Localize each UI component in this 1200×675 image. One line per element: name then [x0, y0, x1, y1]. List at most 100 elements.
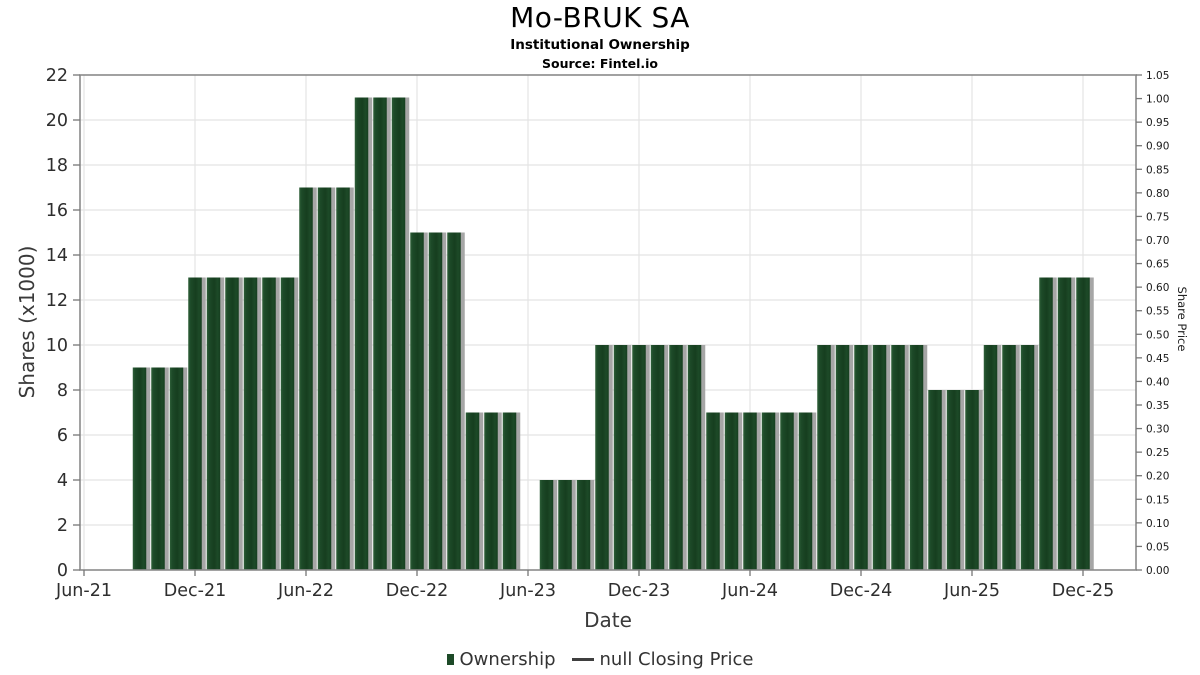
ownership-bar-Feb-22	[225, 277, 239, 570]
right-tick-label: 0.50	[1146, 329, 1169, 341]
ownership-bar-Feb-24	[669, 345, 683, 570]
chart-legend: Ownership null Closing Price	[0, 644, 1200, 674]
ownership-bar-Jun-25	[965, 390, 979, 570]
legend-closing-price-label: null Closing Price	[599, 648, 754, 670]
ownership-bars	[132, 97, 1094, 570]
right-axis-title: Share Price	[1175, 286, 1189, 352]
right-tick-label: 0.05	[1146, 541, 1169, 553]
ownership-bar-Nov-22	[391, 97, 406, 570]
ownership-bar-Oct-24	[817, 345, 831, 570]
ownership-bar-Sep-25	[1020, 345, 1035, 570]
ownership-bar-Nov-23	[613, 345, 628, 570]
ownership-bar-Dec-25	[1076, 277, 1090, 570]
ownership-bar-May-22	[280, 277, 295, 570]
legend-item-closing-price[interactable]: null Closing Price	[556, 648, 754, 670]
left-tick-label: 6	[57, 426, 68, 446]
ownership-bar-Dec-22	[410, 232, 424, 570]
right-tick-label: 0.75	[1146, 211, 1169, 223]
ownership-bar-Aug-25	[1002, 345, 1016, 570]
ownership-bar-Jul-24	[761, 412, 776, 570]
right-tick-label: 0.60	[1146, 282, 1169, 294]
x-tick-label-Dec-24: Dec-24	[830, 581, 892, 601]
ownership-bar-Sep-21	[132, 367, 147, 570]
ownership-bar-Oct-25	[1039, 277, 1053, 570]
ownership-bar-Apr-24	[706, 412, 720, 570]
ownership-bar-Nov-21	[169, 367, 184, 570]
right-tick-label: 0.20	[1146, 471, 1169, 483]
right-tick-label: 0.40	[1146, 376, 1169, 388]
left-tick-label: 4	[57, 471, 68, 491]
ownership-bar-Aug-24	[780, 412, 794, 570]
legend-item-ownership[interactable]: Ownership	[446, 648, 556, 670]
ownership-bar-May-24	[724, 412, 739, 570]
right-tick-label: 0.85	[1146, 164, 1169, 176]
x-tick-label-Dec-22: Dec-22	[386, 581, 448, 601]
right-tick-label: 0.35	[1146, 400, 1169, 412]
ownership-bar-Mar-23	[465, 412, 480, 570]
right-tick-label: 0.30	[1146, 424, 1169, 436]
plot-border	[79, 74, 1137, 571]
ownership-bar-swatch-icon	[446, 653, 454, 665]
left-tick-label: 22	[46, 66, 68, 86]
ownership-bar-Feb-23	[447, 232, 461, 570]
right-tick-label: 0.80	[1146, 188, 1169, 200]
ownership-bar-May-23	[502, 412, 517, 570]
ownership-bar-May-25	[946, 390, 961, 570]
x-tick-label-Jun-25: Jun-25	[943, 581, 1000, 601]
ownership-bar-Jan-22	[206, 277, 221, 570]
ownership-bar-Aug-23	[558, 480, 572, 570]
ownership-bar-Jul-22	[317, 187, 332, 570]
ownership-bar-Jun-22	[299, 187, 313, 570]
closing-price-line-swatch-icon	[571, 657, 594, 661]
left-tick-label: 16	[46, 201, 68, 221]
x-axis-title: Date	[584, 608, 632, 632]
x-tick-label-Dec-21: Dec-21	[164, 581, 226, 601]
ownership-bar-Apr-22	[262, 277, 276, 570]
left-axis-title: Shares (x1000)	[15, 245, 39, 399]
ownership-bar-Oct-22	[373, 97, 387, 570]
left-tick-label: 10	[46, 336, 68, 356]
chart-header: Mo-BRUK SA Institutional Ownership Sourc…	[0, 1, 1200, 71]
right-tick-label: 0.90	[1146, 141, 1169, 153]
legend-ownership-label: Ownership	[459, 648, 556, 670]
ownership-bar-Apr-23	[484, 412, 498, 570]
ownership-bar-Mar-24	[687, 345, 702, 570]
ownership-bar-Jan-23	[428, 232, 443, 570]
ownership-bar-Dec-24	[854, 345, 868, 570]
left-tick-label: 14	[46, 246, 68, 266]
right-tick-label: 0.55	[1146, 306, 1169, 318]
ownership-bar-Aug-22	[336, 187, 350, 570]
right-tick-label: 0.15	[1146, 494, 1169, 506]
ownership-bar-Jul-23	[539, 480, 554, 570]
ownership-bar-Sep-23	[576, 480, 591, 570]
ownership-bar-Oct-23	[595, 345, 609, 570]
chart-title: Mo-BRUK SA	[510, 1, 690, 34]
left-tick-label: 8	[57, 381, 68, 401]
right-tick-label: 0.00	[1146, 565, 1169, 577]
ownership-bar-Jan-24	[650, 345, 665, 570]
x-tick-label-Jun-23: Jun-23	[499, 581, 556, 601]
left-tick-label: 0	[57, 561, 68, 581]
right-tick-label: 0.70	[1146, 235, 1169, 247]
x-tick-label-Dec-23: Dec-23	[608, 581, 670, 601]
ownership-bar-Sep-24	[798, 412, 813, 570]
chart-source: Source: Fintel.io	[542, 55, 658, 71]
x-tick-label-Dec-25: Dec-25	[1052, 581, 1114, 601]
ownership-bar-Mar-25	[909, 345, 924, 570]
ownership-bar-Oct-21	[151, 367, 165, 570]
ownership-bar-Mar-22	[243, 277, 258, 570]
ownership-bar-Jan-25	[872, 345, 887, 570]
ownership-bar-Dec-21	[188, 277, 202, 570]
axis-tick-labels: 0 2 4 6 8 10 12 14 16 18 20 22 0.00 0.05 0.10 0.15 0.20 0…	[46, 66, 1170, 601]
chart-subtitle: Institutional Ownership	[510, 36, 690, 53]
left-tick-label: 2	[57, 516, 68, 536]
right-tick-label: 1.05	[1146, 70, 1169, 82]
right-tick-label: 0.95	[1146, 117, 1169, 129]
left-tick-label: 12	[46, 291, 68, 311]
ownership-bar-Dec-23	[632, 345, 646, 570]
right-tick-label: 0.25	[1146, 447, 1169, 459]
ownership-bar-Jun-24	[743, 412, 757, 570]
right-tick-label: 0.45	[1146, 353, 1169, 365]
